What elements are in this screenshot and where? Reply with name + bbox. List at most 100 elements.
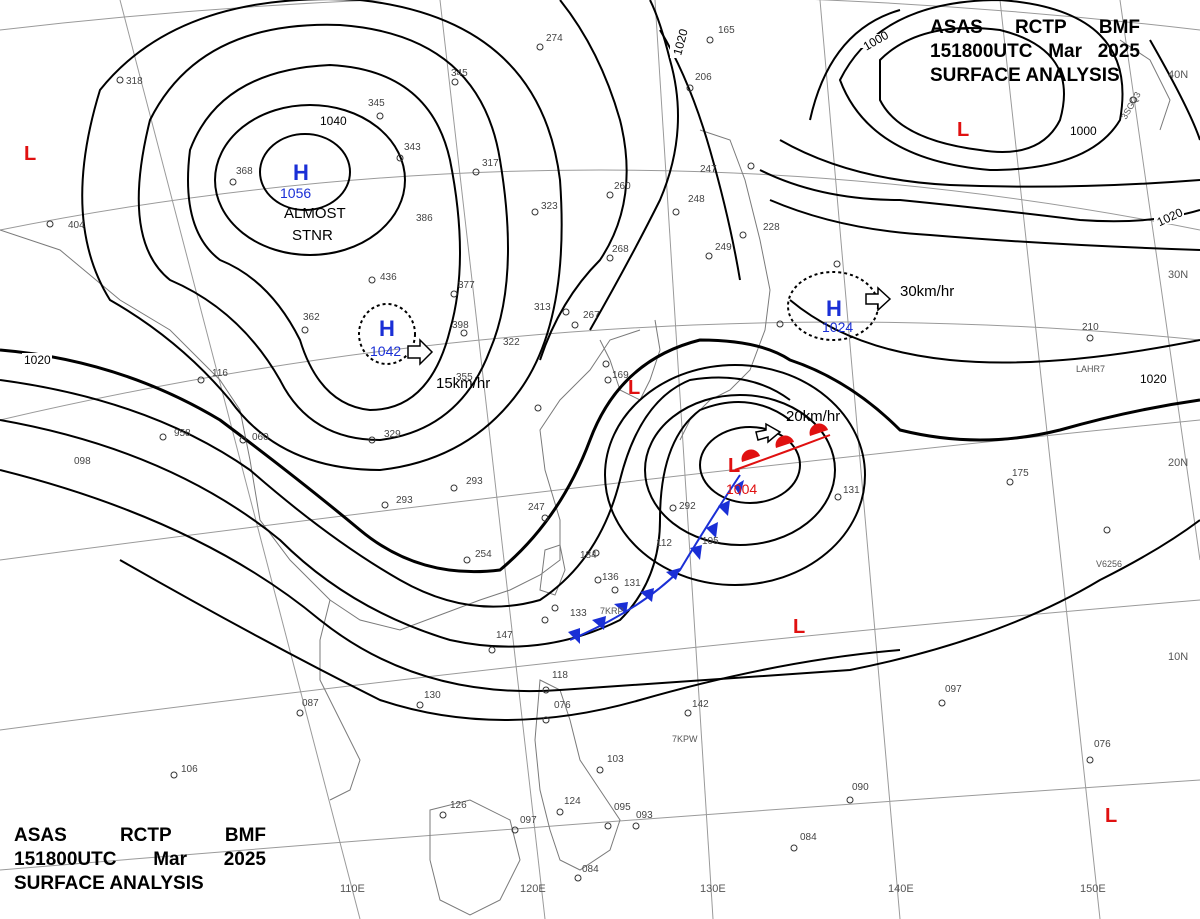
isobar-low-ring-3 bbox=[604, 364, 866, 586]
station-value: 267 bbox=[583, 310, 600, 321]
isobar-south-1 bbox=[0, 376, 791, 608]
isobar-label: 1000 bbox=[1070, 124, 1097, 138]
indochina-coast bbox=[319, 599, 361, 801]
station-code: 7KRP bbox=[600, 606, 624, 616]
header-line-2: 151800UTC Mar 2025 bbox=[14, 848, 266, 872]
low-symbol: L bbox=[24, 143, 36, 165]
station-value: 093 bbox=[636, 810, 653, 821]
station-value: 228 bbox=[763, 222, 780, 233]
station-value: 386 bbox=[416, 213, 433, 224]
station-value: 210 bbox=[1082, 322, 1099, 333]
station-value: 098 bbox=[74, 456, 91, 467]
station-value: 112 bbox=[656, 538, 672, 549]
station-value: 958 bbox=[174, 428, 191, 439]
station-value: 090 bbox=[852, 782, 869, 793]
stnr-label: STNR bbox=[292, 227, 333, 244]
station-value: 323 bbox=[541, 201, 558, 212]
header-code: BMF bbox=[1098, 17, 1140, 38]
isobar-ne-3 bbox=[779, 139, 1200, 188]
station-value: 133 bbox=[570, 608, 587, 619]
header-year: 2025 bbox=[1097, 41, 1140, 62]
isobar-low-ring-2 bbox=[644, 394, 836, 546]
header-time: 151800UTC bbox=[930, 41, 1033, 62]
isobar-1000-ne bbox=[879, 27, 1065, 153]
station-value: 377 bbox=[458, 280, 475, 291]
header-top-right: ASAS RCTP BMF 151800UTC Mar 2025 SURFACE… bbox=[930, 16, 1140, 88]
header-title: SURFACE ANALYSIS bbox=[930, 65, 1120, 86]
lat-label: 10N bbox=[1168, 651, 1188, 663]
station-value: 345 bbox=[451, 68, 468, 79]
header-time: 151800UTC bbox=[14, 849, 117, 870]
cold-front-tooth bbox=[706, 522, 718, 538]
isobar-1000-ne-outer bbox=[838, 0, 1124, 172]
high-value: 1056 bbox=[280, 185, 311, 201]
station-value: 355 bbox=[456, 372, 473, 383]
low-symbol: L bbox=[1105, 805, 1117, 827]
lat-label: 20N bbox=[1168, 457, 1188, 469]
cold-front-line bbox=[569, 474, 741, 641]
lon-label: 150E bbox=[1080, 883, 1106, 895]
station-value: 249 bbox=[715, 242, 732, 253]
header-line-2: 151800UTC Mar 2025 bbox=[930, 40, 1140, 64]
warm-front-bump bbox=[775, 435, 794, 448]
high-center-1024: H 1024 bbox=[822, 296, 853, 335]
isobar-label: 1020 bbox=[670, 27, 691, 57]
station-value: 404 bbox=[68, 220, 85, 231]
station-value: 118 bbox=[552, 670, 568, 681]
cold-front-tooth bbox=[690, 545, 702, 560]
station-value: 084 bbox=[582, 864, 599, 875]
isobar-label: 1020 bbox=[24, 353, 51, 367]
station-value: 343 bbox=[404, 142, 421, 153]
low-value: 1004 bbox=[726, 481, 757, 497]
lat-label: 30N bbox=[1168, 269, 1188, 281]
header-origin: RCTP bbox=[1014, 17, 1067, 38]
header-line-1: ASAS RCTP BMF bbox=[14, 824, 266, 848]
cold-front-tooth bbox=[718, 500, 730, 516]
dotted-high-1042 bbox=[358, 303, 416, 365]
header-month: Mar bbox=[153, 849, 187, 870]
arrow-icon bbox=[407, 338, 434, 366]
cold-front-tooth bbox=[734, 480, 744, 496]
isobar-south-4 bbox=[119, 559, 901, 721]
asia-coast bbox=[0, 229, 641, 631]
station-value: 329 bbox=[384, 429, 401, 440]
station-value: 368 bbox=[236, 166, 253, 177]
station-value: 087 bbox=[302, 698, 319, 709]
station-value: 317 bbox=[482, 158, 499, 169]
longitude-labels: 110E 120E 130E 140E 150E bbox=[340, 883, 1106, 895]
header-line-1: ASAS RCTP BMF bbox=[930, 16, 1140, 40]
low-symbol: L bbox=[793, 616, 805, 638]
taiwan-coast bbox=[539, 544, 566, 596]
low-symbol: L bbox=[628, 377, 640, 399]
high-center-1042: H 1042 bbox=[370, 316, 401, 359]
fronts bbox=[568, 423, 831, 644]
station-value: 254 bbox=[475, 549, 492, 560]
station-value: 398 bbox=[452, 320, 469, 331]
japan-coast bbox=[679, 129, 771, 441]
station-value: 292 bbox=[679, 501, 696, 512]
movement-speed: 15km/hr bbox=[436, 375, 490, 392]
station-value: 124 bbox=[564, 796, 581, 807]
pressure-centers: H 1056 H 1042 H 1024 L 1004 L L L L L bbox=[24, 119, 1117, 827]
station-value: 116 bbox=[212, 368, 228, 379]
warm-front-line bbox=[734, 434, 831, 471]
high-symbol: H bbox=[826, 296, 842, 321]
high-value: 1042 bbox=[370, 343, 401, 359]
station-value: 084 bbox=[800, 832, 817, 843]
station-value: 436 bbox=[380, 272, 397, 283]
header-title: SURFACE ANALYSIS bbox=[14, 873, 204, 894]
arrow-icon bbox=[865, 286, 892, 312]
station-value: 165 bbox=[718, 25, 735, 36]
station-value: 184 bbox=[580, 550, 597, 561]
isobar-right-1020 bbox=[789, 299, 1200, 364]
warm-front-bump bbox=[809, 423, 828, 436]
annotations: ALMOST STNR 15km/hr 30km/hr 20km/hr bbox=[284, 205, 954, 425]
isobar-1020-mid bbox=[659, 29, 741, 281]
lon-label: 130E bbox=[700, 883, 726, 895]
station-value: 076 bbox=[554, 700, 571, 711]
latitude-labels: 10N 20N 30N 40N bbox=[1168, 69, 1188, 663]
header-year: 2025 bbox=[223, 849, 266, 870]
station-value: 206 bbox=[695, 72, 712, 83]
philippines-coast bbox=[534, 679, 621, 871]
station-value: 105 bbox=[702, 536, 719, 547]
